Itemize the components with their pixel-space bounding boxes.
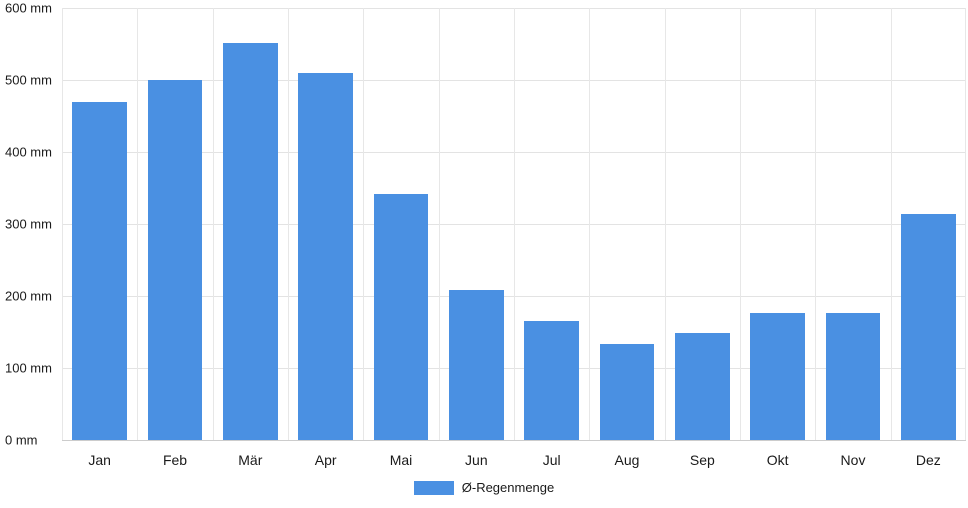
x-axis-tick-label: Okt xyxy=(766,452,789,468)
bar-Dez[interactable] xyxy=(900,213,956,440)
gridline-vertical xyxy=(514,8,515,440)
gridline-vertical xyxy=(137,8,139,440)
x-axis-tick-label: Nov xyxy=(840,452,866,468)
bar-Jan[interactable] xyxy=(72,101,128,440)
bar-Sep[interactable] xyxy=(674,332,730,440)
bar-Jun[interactable] xyxy=(448,290,504,440)
x-axis-tick-label: Mai xyxy=(389,452,413,468)
legend-label: Ø-Regenmenge xyxy=(461,480,555,495)
gridline-vertical xyxy=(664,8,666,440)
gridline-vertical xyxy=(815,8,817,440)
bar-Okt[interactable] xyxy=(750,313,806,440)
gridline-vertical xyxy=(62,8,63,440)
bar-Mär[interactable] xyxy=(222,42,278,440)
bar-Jul[interactable] xyxy=(524,321,580,440)
x-axis-tick-label: Jul xyxy=(542,452,561,468)
gridline-vertical xyxy=(363,8,365,440)
x-axis: Jan Feb Mär Apr Mai Jun Jul Aug Sep Okt Nov Dez xyxy=(62,448,966,472)
y-axis-tick-label: 100 mm xyxy=(5,360,52,376)
bar-Aug[interactable] xyxy=(599,343,655,440)
bar-Mai[interactable] xyxy=(373,193,429,440)
gridline-horizontal xyxy=(62,440,966,441)
y-axis-tick-label: 400 mm xyxy=(5,144,52,160)
gridline-vertical xyxy=(212,8,214,440)
bar-Apr[interactable] xyxy=(298,72,354,440)
y-axis-tick-label: 200 mm xyxy=(5,288,52,304)
gridline-vertical xyxy=(890,8,892,440)
x-axis-tick-label: Dez xyxy=(915,452,941,468)
x-axis-tick-label: Feb xyxy=(162,452,188,468)
legend[interactable]: Ø-Regenmenge xyxy=(0,480,968,495)
y-axis-tick-label: 600 mm xyxy=(5,0,52,16)
gridline-vertical xyxy=(438,8,440,440)
x-axis-tick-label: Apr xyxy=(314,452,337,468)
y-axis-tick-label: 500 mm xyxy=(5,72,52,88)
legend-swatch xyxy=(413,480,454,495)
gridline-vertical xyxy=(965,8,966,440)
gridline-vertical xyxy=(589,8,591,440)
gridline-vertical xyxy=(740,8,741,440)
bar-Feb[interactable] xyxy=(147,80,203,440)
gridline-vertical xyxy=(288,8,289,440)
x-axis-tick-label: Aug xyxy=(614,452,640,468)
x-axis-tick-label: Jun xyxy=(465,452,488,468)
y-axis-tick-label: 0 mm xyxy=(5,432,38,448)
x-axis-tick-label: Mär xyxy=(238,452,263,468)
x-axis-tick-label: Jan xyxy=(88,452,111,468)
bar-Nov[interactable] xyxy=(825,312,881,440)
y-axis-tick-label: 300 mm xyxy=(5,216,52,232)
x-axis-tick-label: Sep xyxy=(689,452,715,468)
plot-area xyxy=(62,8,966,441)
y-axis: 0 mm 100 mm 200 mm 300 mm 400 mm 500 mm 600 mm xyxy=(0,1,62,448)
